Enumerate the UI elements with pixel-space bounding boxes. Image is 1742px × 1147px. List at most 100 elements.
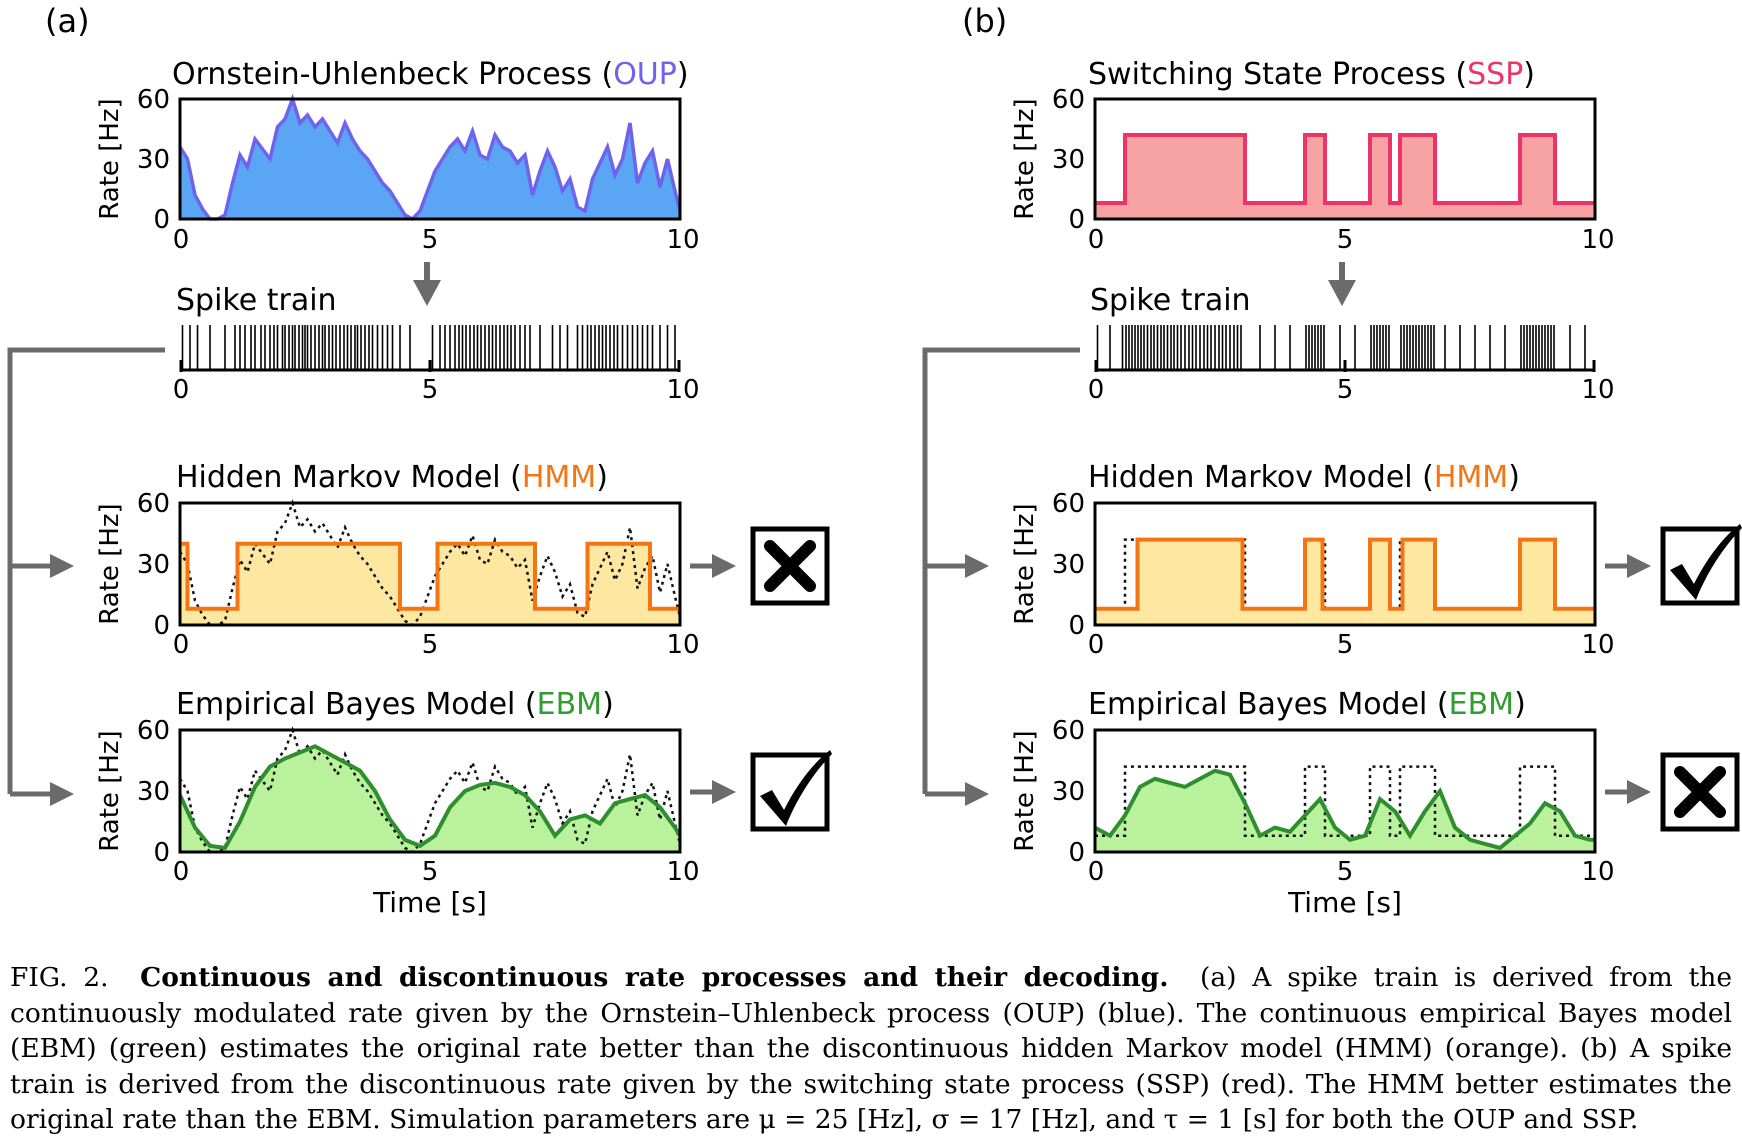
svg-text:10: 10: [1581, 857, 1614, 887]
oup-frame: [178, 97, 682, 221]
ebm-plot-b: Empirical Bayes Model (EBM) Rate [Hz] 60…: [1010, 687, 1740, 919]
ssp-frame: [1093, 97, 1597, 221]
ebm-plot-a: Empirical Bayes Model (EBM) Rate [Hz] 60…: [95, 687, 832, 919]
svg-text:0: 0: [1088, 225, 1105, 255]
hmm-ylabel-a: Rate [Hz]: [95, 503, 125, 624]
ebm-title-b: Empirical Bayes Model (EBM): [1088, 687, 1526, 722]
hmm-estimate-line-a: [180, 541, 680, 611]
ssp-plot: Switching State Process (SSP) Rate [Hz] …: [1010, 57, 1615, 255]
oup-ytick-0: 0: [153, 205, 170, 235]
verdict-check-icon-b: [1660, 524, 1742, 606]
svg-text:0: 0: [1088, 375, 1105, 405]
svg-text:0: 0: [153, 838, 170, 868]
spike-train-b: Spike train 0 5 10: [1088, 283, 1615, 405]
ebm-xlabel-a: Time [s]: [372, 886, 487, 919]
ebm-true-rate-a: [178, 726, 682, 854]
verdict-check-icon-a: [750, 750, 832, 832]
oup-rate-fill: [180, 99, 680, 219]
svg-text:10: 10: [1581, 630, 1614, 660]
svg-text:10: 10: [666, 857, 699, 887]
verdict-cross-icon-a: [750, 526, 830, 606]
svg-text:30: 30: [137, 550, 170, 580]
connector-b: [922, 347, 1080, 794]
ebm-estimate-line-b: [1094, 768, 1595, 851]
ssp-rate-fill: [1095, 135, 1595, 219]
ebm-title-a: Empirical Bayes Model (EBM): [176, 687, 614, 722]
ebm-rate-fill-a: [180, 746, 680, 852]
ssp-title: Switching State Process (SSP): [1088, 57, 1535, 92]
svg-text:0: 0: [1088, 857, 1105, 887]
ebm-ylabel-a: Rate [Hz]: [95, 730, 125, 851]
spike-train-a: Spike train 0 5 10: [173, 283, 700, 405]
svg-text:60: 60: [1052, 716, 1085, 746]
oup-xtick-10: 10: [666, 225, 699, 255]
oup-plot: Ornstein-Uhlenbeck Process (OUP) Rate [H…: [95, 57, 700, 255]
ebm-frame-a: [178, 728, 682, 854]
oup-xtick-5: 5: [422, 225, 439, 255]
panel-a: (a) Ornstein-Uhlenbeck Process (OUP) Rat…: [7, 2, 832, 919]
svg-text:10: 10: [1581, 375, 1614, 405]
svg-text:60: 60: [137, 489, 170, 519]
ebm-xlabel-b: Time [s]: [1287, 886, 1402, 919]
oup-ytick-60: 60: [137, 85, 170, 115]
spike-title-a: Spike train: [176, 283, 337, 318]
svg-text:0: 0: [153, 611, 170, 641]
caption-bold: Continuous and discontinuous rate proces…: [140, 962, 1169, 993]
panel-b: (b) Switching State Process (SSP) Rate […: [922, 2, 1742, 919]
hmm-abbr-a: HMM: [522, 460, 596, 495]
spike-title-b: Spike train: [1090, 283, 1251, 318]
oup-title: Ornstein-Uhlenbeck Process (OUP): [172, 57, 689, 92]
hmm-ylabel-b: Rate [Hz]: [1010, 503, 1040, 624]
svg-text:30: 30: [137, 777, 170, 807]
oup-ylabel: Rate [Hz]: [95, 98, 125, 219]
ebm-ylabel-b: Rate [Hz]: [1010, 730, 1040, 851]
svg-text:30: 30: [1052, 550, 1085, 580]
svg-text:0: 0: [173, 857, 190, 887]
verdict-cross-icon-b: [1660, 752, 1740, 832]
caption-figno: FIG. 2.: [10, 962, 109, 993]
svg-text:60: 60: [1052, 85, 1085, 115]
ebm-rate-fill-b: [1095, 770, 1595, 852]
panel-label-b: (b): [962, 2, 1007, 40]
svg-text:30: 30: [1052, 145, 1085, 175]
figure-caption: FIG. 2. Continuous and discontinuous rat…: [10, 960, 1732, 1138]
ssp-ylabel: Rate [Hz]: [1010, 98, 1040, 219]
hmm-plot-a: Hidden Markov Model (HMM) Rate [Hz] 60 3…: [95, 460, 830, 660]
svg-text:5: 5: [1337, 857, 1354, 887]
svg-text:60: 60: [137, 716, 170, 746]
spike-xtick-10-a: 10: [666, 375, 699, 405]
ebm-abbr-a: EBM: [537, 687, 602, 722]
svg-text:0: 0: [1068, 838, 1085, 868]
hmm-frame-a: [178, 501, 682, 627]
svg-text:0: 0: [1068, 611, 1085, 641]
svg-text:10: 10: [1581, 225, 1614, 255]
svg-text:5: 5: [1337, 225, 1354, 255]
caption-text: (a) A spike train is derived from the co…: [10, 962, 1732, 1135]
oup-xtick-0: 0: [173, 225, 190, 255]
hmm-title-a: Hidden Markov Model (HMM): [176, 460, 608, 495]
oup-abbr: OUP: [613, 57, 677, 92]
hmm-abbr-b: HMM: [1434, 460, 1508, 495]
svg-text:0: 0: [1088, 630, 1105, 660]
spike-marks-b: [1096, 325, 1586, 370]
svg-text:10: 10: [666, 630, 699, 660]
svg-text:5: 5: [422, 857, 439, 887]
spike-xtick-0-a: 0: [173, 375, 190, 405]
spike-marks-a: [181, 325, 676, 370]
svg-text:30: 30: [1052, 777, 1085, 807]
ebm-estimate-line-a: [178, 744, 682, 851]
svg-text:60: 60: [1052, 489, 1085, 519]
hmm-rate-fill-b: [1095, 539, 1595, 625]
hmm-estimate-line-b: [1095, 537, 1595, 611]
svg-text:5: 5: [1337, 375, 1354, 405]
hmm-true-rate-a: [178, 499, 682, 627]
svg-text:5: 5: [422, 630, 439, 660]
panel-label-a: (a): [45, 2, 90, 40]
svg-text:0: 0: [173, 630, 190, 660]
svg-text:5: 5: [1337, 630, 1354, 660]
ebm-abbr-b: EBM: [1449, 687, 1514, 722]
oup-ytick-30: 30: [137, 145, 170, 175]
oup-rate-line: [178, 93, 682, 222]
hmm-rate-fill-a: [180, 543, 680, 625]
hmm-plot-b: Hidden Markov Model (HMM) Rate [Hz] 60 3…: [1010, 460, 1742, 660]
